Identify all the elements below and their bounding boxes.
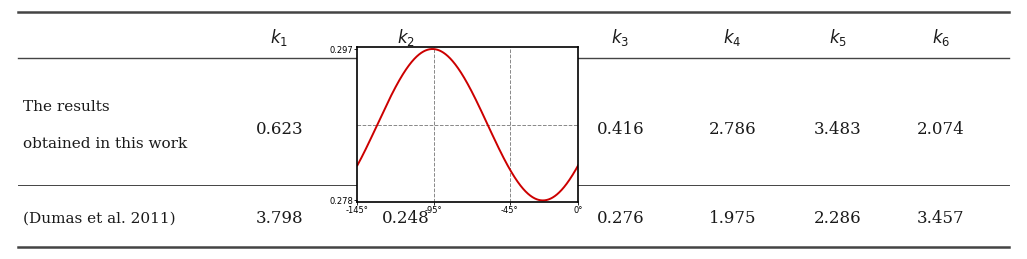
Text: $k_2$: $k_2$	[396, 27, 415, 48]
Text: 1.975: 1.975	[709, 210, 756, 227]
Text: $k_3$: $k_3$	[611, 27, 630, 48]
Text: 2.286: 2.286	[814, 210, 862, 227]
Text: $k_6$: $k_6$	[931, 27, 950, 48]
Text: 2.074: 2.074	[917, 121, 964, 138]
Text: 0.623: 0.623	[256, 121, 303, 138]
Text: 3.483: 3.483	[814, 121, 862, 138]
Text: obtained in this work: obtained in this work	[23, 137, 187, 151]
Text: 2.786: 2.786	[709, 121, 756, 138]
Text: 0.416: 0.416	[597, 121, 644, 138]
Text: $k_4$: $k_4$	[723, 27, 741, 48]
Text: 3.457: 3.457	[917, 210, 964, 227]
Text: 3.798: 3.798	[256, 210, 303, 227]
Text: The results: The results	[23, 100, 109, 114]
Text: $k_1$: $k_1$	[270, 27, 289, 48]
Text: $k_5$: $k_5$	[829, 27, 847, 48]
Text: 0.276: 0.276	[597, 210, 644, 227]
Text: 0.248: 0.248	[382, 210, 429, 227]
Text: (Dumas et al. 2011): (Dumas et al. 2011)	[23, 212, 176, 226]
